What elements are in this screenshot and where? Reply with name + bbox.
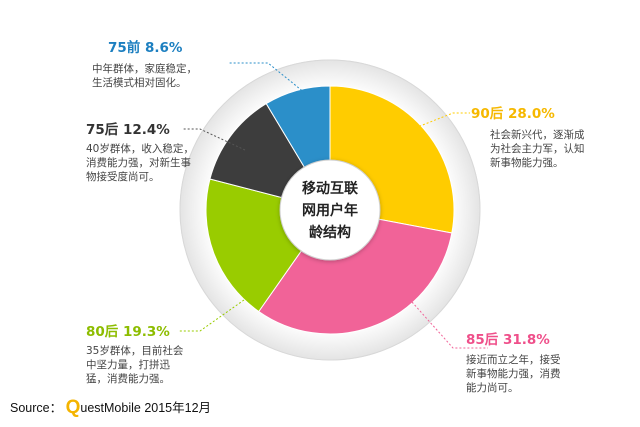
center-title-line-2: 网用户年 [302,202,358,219]
label-80-desc-1: 35岁群体，目前社会 [86,344,184,357]
leader-line-80 [178,299,245,332]
label-90-desc-3: 新事物能力强。 [490,156,564,169]
label-75-before-heading: 75前 8.6% [108,39,183,56]
center-title-line-1: 移动互联 [302,180,359,197]
source-note: Source： QuestMobile 2015年12月 [10,397,212,418]
label-85-desc-3: 能力尚可。 [466,381,519,394]
label-85-heading: 85后 31.8% [466,331,550,348]
label-85-desc-2: 新事物能力强，消费 [466,367,561,380]
label-80-desc-3: 猛，消费能力强。 [86,372,170,385]
center-hole [279,159,381,261]
label-75-before-desc-2: 生活模式相对固化。 [92,76,187,89]
questmobile-logo-q: Q [65,397,81,418]
leader-line-85 [411,301,488,349]
label-90-desc-1: 社会新兴代，逐渐成 [490,128,585,141]
slice-85 [258,209,453,335]
label-90-desc-2: 为社会主力军，认知 [490,142,585,155]
leader-line-75 [183,128,246,151]
label-80-desc-2: 中坚力量，打拼迅 [86,358,170,371]
label-90-heading: 90后 28.0% [471,105,555,122]
label-75-desc-1: 40岁群体，收入稳定， [86,142,194,155]
label-85-desc-1: 接近而立之年，接受 [466,353,561,366]
center-title-line-3: 龄结构 [309,224,351,241]
source-prefix: Source： [10,401,63,415]
questmobile-logo-text: uestMobile [80,401,141,415]
label-75-desc-3: 物接受度尚可。 [86,170,160,183]
leader-line-90 [381,112,470,142]
outer-ring-edge [179,59,481,361]
label-75-desc-2: 消费能力强，对新生事 [86,156,191,169]
label-75-before-desc-1: 中年群体，家庭稳定， [92,62,197,75]
label-75-heading: 75后 12.4% [86,121,170,138]
source-date: 2015年12月 [144,401,212,415]
label-80-heading: 80后 19.3% [86,323,170,340]
